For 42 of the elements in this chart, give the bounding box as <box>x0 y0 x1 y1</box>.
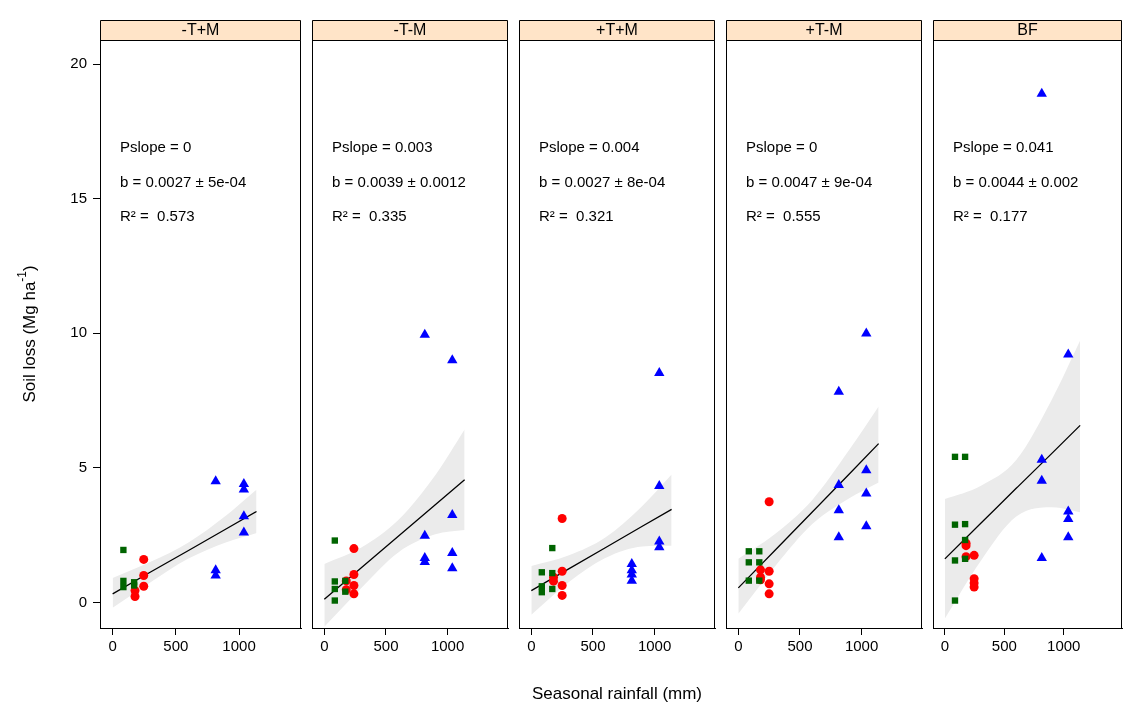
y-tick-label: 10 <box>70 323 87 341</box>
x-tick-label: 1000 <box>844 637 879 655</box>
x-tick-label: 0 <box>734 637 743 655</box>
x-tick-label: 500 <box>787 637 813 655</box>
y-axis-title: Soil loss (Mg ha-1) <box>15 265 39 403</box>
x-tick-label: 1000 <box>637 637 672 655</box>
annotation: Pslope = 0 <box>120 138 192 156</box>
x-tick-label: 0 <box>940 637 950 655</box>
annotation: R² = 0.573 <box>120 207 195 225</box>
chart-title: BF <box>1017 21 1038 39</box>
annotation: b = 0.0027 ± 5e-04 <box>120 172 247 190</box>
annotation: b = 0.0027 ± 8e-04 <box>539 172 666 190</box>
x-tick-label: 500 <box>580 637 606 655</box>
annotation: Pslope = 0.004 <box>539 138 640 156</box>
x-tick-label: 0 <box>320 637 329 655</box>
annotation: R² = 0.335 <box>332 207 407 225</box>
x-tick-label: 500 <box>991 637 1017 655</box>
x-tick-label: 1000 <box>1047 637 1081 655</box>
x-tick-label: 1000 <box>222 637 256 655</box>
annotation: R² = 0.321 <box>539 207 614 225</box>
annotation: Pslope = 0.003 <box>332 138 433 156</box>
x-tick-label: 0 <box>527 637 536 655</box>
x-tick-label: 0 <box>108 637 117 655</box>
y-tick-label: 15 <box>70 188 87 206</box>
x-tick-label: 500 <box>163 637 189 655</box>
y-tick-label: 20 <box>70 54 87 72</box>
y-tick-label: 5 <box>78 458 87 476</box>
annotation: b = 0.0044 ± 0.002 <box>953 172 1079 190</box>
x-tick-label: 500 <box>373 637 399 655</box>
x-axis-title: Seasonal rainfall (mm) <box>531 684 703 704</box>
annotation: R² = 0.177 <box>953 207 1028 225</box>
annotation: R² = 0.555 <box>746 207 821 225</box>
chart-title: +T-M <box>805 21 843 39</box>
x-tick-label: 1000 <box>430 637 465 655</box>
chart-title: -T+M <box>181 21 220 39</box>
annotation: Pslope = 0 <box>746 138 818 156</box>
chart-title: +T+M <box>596 21 638 39</box>
annotation: b = 0.0039 ± 0.0012 <box>332 172 466 190</box>
annotation: Pslope = 0.041 <box>953 138 1054 156</box>
y-tick-label: 0 <box>78 592 87 610</box>
annotation: b = 0.0047 ± 9e-04 <box>746 172 873 190</box>
chart-title: -T-M <box>393 21 427 39</box>
